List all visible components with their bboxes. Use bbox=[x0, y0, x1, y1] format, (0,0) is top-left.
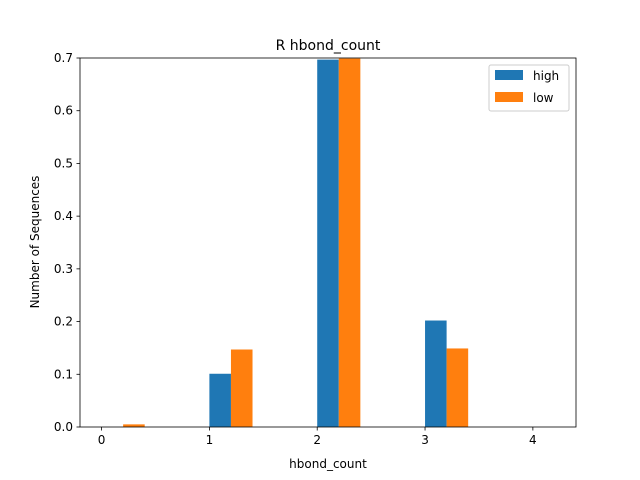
y-tick-label: 0.1 bbox=[54, 367, 73, 381]
x-axis-label: hbond_count bbox=[289, 457, 367, 471]
y-tick-label: 0.4 bbox=[54, 209, 73, 223]
x-tick-label: 1 bbox=[206, 433, 214, 447]
y-tick-label: 0.0 bbox=[54, 420, 73, 434]
bar-high-2 bbox=[317, 59, 339, 428]
legend-label-high: high bbox=[533, 69, 559, 83]
bar-high-3 bbox=[425, 320, 447, 427]
x-tick-label: 3 bbox=[421, 433, 429, 447]
legend-label-low: low bbox=[533, 91, 554, 105]
plot-area: 0 1 2 3 4 0.0 0.1 0.2 0.3 0.4 0.5 0.6 0.7 bbox=[54, 51, 577, 447]
y-tick-label: 0.7 bbox=[54, 51, 73, 65]
y-tick-label: 0.5 bbox=[54, 156, 73, 170]
y-tick-label: 0.3 bbox=[54, 262, 73, 276]
axes-frame bbox=[79, 57, 577, 428]
y-axis-label: Number of Sequences bbox=[28, 176, 42, 309]
bar-low-0 bbox=[123, 424, 145, 427]
y-tick-label: 0.2 bbox=[54, 315, 73, 329]
bar-low-3 bbox=[446, 348, 469, 427]
bar-high-1 bbox=[209, 373, 231, 427]
bar-low-1 bbox=[230, 349, 253, 427]
chart-title: R hbond_count bbox=[276, 38, 381, 54]
y-tick-label: 0.6 bbox=[54, 104, 73, 118]
x-tick-label: 2 bbox=[313, 433, 321, 447]
bar-low-2 bbox=[338, 58, 361, 428]
legend: high low bbox=[488, 64, 570, 112]
legend-swatch-high bbox=[495, 70, 523, 80]
x-tick-label: 0 bbox=[98, 433, 106, 447]
x-tick-label: 4 bbox=[529, 433, 537, 447]
legend-swatch-low bbox=[495, 92, 523, 102]
